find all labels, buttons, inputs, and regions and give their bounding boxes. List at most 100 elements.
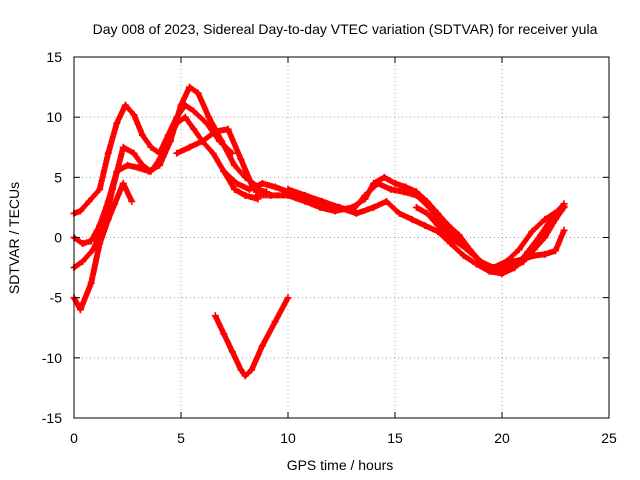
- x-axis-ticks: 0 5 10 15 20 25: [70, 57, 617, 446]
- data-point: [391, 179, 399, 187]
- data-point: [156, 155, 164, 163]
- data-point: [218, 137, 226, 145]
- y-tick-label: -15: [42, 410, 62, 426]
- data-point: [421, 221, 429, 229]
- data-point: [316, 203, 324, 211]
- data-point: [245, 185, 253, 193]
- data-point: [423, 197, 431, 205]
- series-arc-1: [70, 101, 236, 217]
- data-point: [382, 197, 390, 205]
- data-point: [472, 260, 480, 268]
- y-tick-label: -5: [50, 290, 63, 306]
- y-tick-label: 15: [46, 49, 62, 65]
- data-point: [541, 234, 549, 241]
- data-point: [190, 125, 198, 133]
- data-point: [335, 203, 343, 211]
- data-point: [104, 215, 112, 223]
- y-tick-label: 10: [46, 109, 62, 125]
- data-point: [248, 366, 256, 374]
- data-point: [509, 258, 517, 266]
- data-point: [85, 197, 93, 205]
- data-point: [380, 173, 388, 181]
- y-tick-label: 0: [54, 230, 62, 246]
- data-points: [71, 180, 135, 313]
- data-point: [370, 203, 378, 211]
- data-point: [552, 215, 559, 223]
- data-point: [498, 267, 506, 275]
- data-point: [412, 188, 420, 196]
- data-point: [560, 203, 568, 211]
- data-point: [134, 164, 142, 172]
- data-point: [194, 89, 202, 97]
- data-point: [79, 258, 87, 266]
- grid-lines: [74, 57, 609, 418]
- data-point: [284, 294, 292, 302]
- data-point: [231, 185, 238, 193]
- data-point: [164, 137, 172, 145]
- data-point: [284, 185, 292, 193]
- data-point: [138, 161, 146, 169]
- data-layer: [70, 83, 568, 380]
- data-point: [271, 183, 279, 191]
- data-point: [198, 137, 206, 145]
- data-point: [395, 209, 403, 217]
- data-point: [124, 161, 131, 169]
- data-point: [233, 179, 241, 187]
- x-tick-label: 5: [177, 430, 185, 446]
- data-point: [220, 330, 228, 338]
- data-point: [96, 185, 104, 193]
- data-point: [130, 111, 138, 119]
- y-tick-label: 5: [54, 169, 62, 185]
- data-point: [224, 125, 232, 133]
- data-point: [119, 143, 127, 151]
- data-point: [519, 258, 527, 266]
- data-point: [352, 209, 360, 217]
- data-point: [258, 179, 266, 187]
- data-point: [434, 209, 442, 217]
- data-point: [109, 185, 117, 193]
- data-point: [541, 215, 549, 223]
- data-point: [530, 246, 538, 254]
- data-point: [423, 209, 431, 217]
- data-point: [130, 149, 138, 157]
- data-point: [515, 246, 523, 254]
- data-point: [79, 240, 87, 248]
- data-point: [466, 248, 474, 256]
- data-point: [252, 191, 260, 199]
- data-point: [121, 101, 129, 109]
- y-axis-title: SDTVAR / TECUs: [6, 182, 22, 294]
- data-point: [205, 113, 213, 121]
- data-point: [104, 149, 112, 157]
- data-point: [402, 183, 410, 191]
- x-axis-title: GPS time / hours: [287, 457, 394, 473]
- data-point: [241, 191, 249, 199]
- data-point: [173, 149, 181, 157]
- y-tick-label: -10: [42, 350, 62, 366]
- data-point: [186, 83, 194, 91]
- data-point: [76, 207, 84, 215]
- data-point: [203, 119, 211, 127]
- data-point: [445, 221, 452, 229]
- data-point: [147, 143, 155, 151]
- data-point: [455, 231, 463, 239]
- data-point: [301, 197, 309, 205]
- data-point: [128, 197, 136, 205]
- data-point: [284, 191, 292, 199]
- data-point: [301, 191, 309, 199]
- data-point: [267, 191, 275, 199]
- data-point: [220, 167, 228, 175]
- series-arc-10: [412, 203, 568, 275]
- data-point: [258, 342, 266, 350]
- data-point: [173, 119, 181, 127]
- data-point: [113, 119, 121, 127]
- series-arc-6: [211, 294, 292, 380]
- data-point: [509, 264, 517, 272]
- data-point: [477, 258, 485, 266]
- data-point: [186, 143, 194, 151]
- data-point: [400, 188, 408, 196]
- data-point: [119, 179, 127, 187]
- data-point: [190, 107, 198, 115]
- series-arc-4: [70, 179, 136, 314]
- x-tick-label: 20: [494, 430, 510, 446]
- y-axis-ticks: -15 -10 -5 0 5 10 15: [42, 49, 609, 426]
